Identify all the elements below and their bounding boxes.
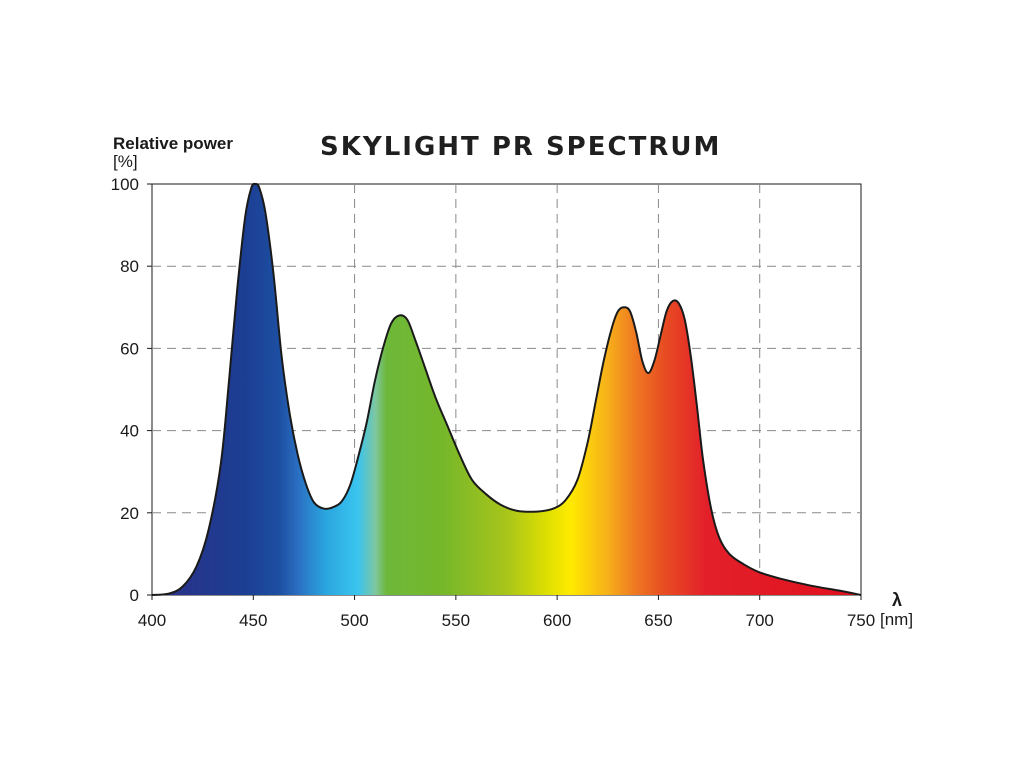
spectrum-line: [151, 182, 862, 596]
y-axis-label: Relative power: [113, 134, 233, 153]
x-tick-label: 650: [644, 611, 672, 630]
y-axis-unit: [%]: [113, 152, 138, 171]
x-tick-label: 700: [746, 611, 774, 630]
spectrum-area: [152, 183, 861, 595]
x-tick-label: 600: [543, 611, 571, 630]
x-tick-label: 550: [442, 611, 470, 630]
y-tick-label: 20: [120, 504, 139, 523]
x-tick-label: 400: [138, 611, 166, 630]
x-axis-label: λ: [892, 590, 903, 610]
y-tick-label: 80: [120, 257, 139, 276]
x-tick-label: 500: [340, 611, 368, 630]
x-tick-label: 750: [847, 611, 875, 630]
x-axis-unit: [nm]: [880, 610, 914, 629]
chart-title: SKYLIGHT PR SPECTRUM: [320, 132, 722, 162]
x-tick-label: 450: [239, 611, 267, 630]
y-tick-label: 100: [111, 175, 139, 194]
y-tick-label: 40: [120, 422, 139, 441]
y-tick-label: 60: [120, 339, 139, 358]
y-tick-label: 0: [130, 586, 139, 605]
